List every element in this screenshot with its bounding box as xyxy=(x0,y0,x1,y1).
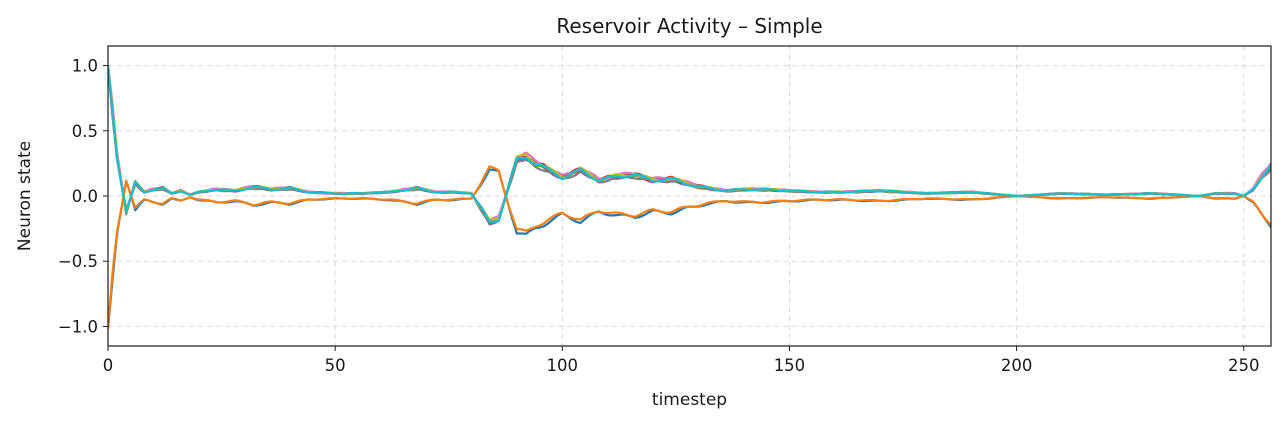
y-axis-ticks: 1.0 0.5 0.0 −0.5 −1.0 xyxy=(58,57,108,336)
series-line xyxy=(108,65,1271,225)
x-tick-label: 200 xyxy=(1001,356,1033,375)
chart-title: Reservoir Activity – Simple xyxy=(556,14,822,38)
x-tick-label: 250 xyxy=(1228,356,1260,375)
y-tick-label: −0.5 xyxy=(58,252,98,271)
x-tick-label: 150 xyxy=(774,356,806,375)
y-tick-label: 1.0 xyxy=(72,57,98,76)
x-tick-label: 50 xyxy=(325,356,346,375)
y-axis-label: Neuron state xyxy=(15,141,35,251)
x-tick-label: 100 xyxy=(547,356,579,375)
x-axis-label: timestep xyxy=(652,390,727,410)
series-lines xyxy=(108,65,1271,330)
series-line xyxy=(108,65,1271,226)
x-axis-ticks: 0 50 100 150 200 250 xyxy=(103,346,1260,375)
series-line xyxy=(108,165,1271,330)
y-tick-label: 0.0 xyxy=(72,187,98,206)
y-tick-label: 0.5 xyxy=(72,122,98,141)
grid-lines xyxy=(107,46,1271,346)
y-tick-label: −1.0 xyxy=(58,317,98,336)
series-line xyxy=(108,65,1271,223)
x-tick-label: 0 xyxy=(103,356,114,375)
series-line xyxy=(108,65,1271,225)
